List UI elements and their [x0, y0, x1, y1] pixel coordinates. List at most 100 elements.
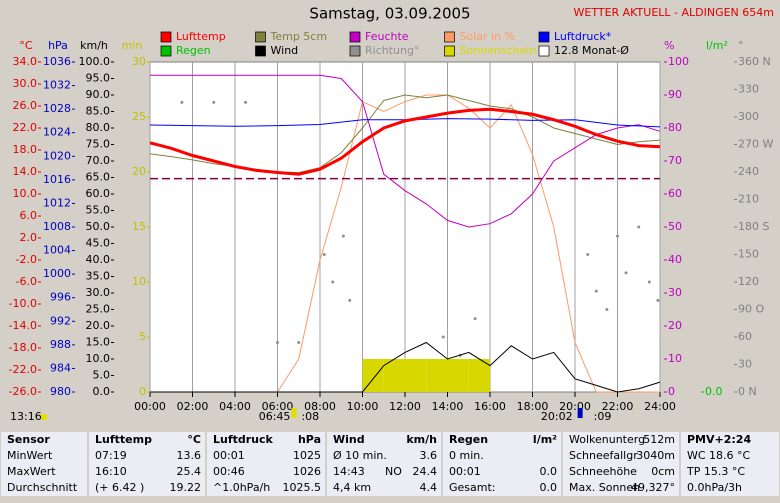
cell-text: 4,4 km: [333, 481, 372, 494]
legend-swatch: [160, 45, 172, 57]
x-tick-label: 08:00: [304, 400, 336, 413]
cell-text: ^1.0hPa/h: [213, 481, 271, 494]
series-point: [616, 234, 619, 238]
y-tick-label: 30.0: [86, 286, 111, 299]
cell-text: Lufttemp: [95, 433, 152, 446]
y-tick-label: -2.0: [16, 253, 37, 266]
legend-label: Regen: [176, 44, 211, 57]
x-tick-label: 02:00: [177, 400, 209, 413]
table-cell: WC 18.6 °C: [681, 448, 779, 464]
legend-label: Feuchte: [365, 30, 409, 43]
y-tick-label: 40: [668, 253, 682, 266]
y-tick-label: 20: [132, 165, 146, 178]
cell-text: 1026: [293, 465, 321, 478]
x-tick-label: 16:00: [474, 400, 506, 413]
y-tick-label: 70: [668, 154, 682, 167]
y-tick-label: 15.0: [86, 336, 111, 349]
y-tick-label: 22.0: [13, 121, 38, 134]
series-point: [180, 100, 184, 104]
cell-text: Luftdruck: [213, 433, 273, 446]
y-tick-label: 45.0: [86, 237, 111, 250]
cell-text: Schneehöhe: [569, 465, 637, 478]
y-tick-label: 80: [668, 121, 682, 134]
y-tick-label: -22.0: [9, 363, 37, 376]
axis-unit: °: [738, 39, 744, 52]
y-tick-label: 300: [738, 110, 759, 123]
legend-swatch: [538, 31, 550, 43]
cell-text: 49,327°: [631, 481, 675, 494]
series-bar: [426, 359, 448, 392]
series-bar: [468, 359, 490, 392]
legend-swatch: [160, 31, 172, 43]
y-tick-label: 70.0: [86, 154, 111, 167]
cell-text: 3.6: [419, 449, 438, 462]
cell-text: 13.6: [176, 449, 202, 462]
cell-text: NO: [385, 465, 402, 478]
cell-text: MaxWert: [7, 465, 56, 478]
y-tick-label: 1028: [43, 102, 71, 115]
table-cell: Wind km/h: [327, 432, 441, 448]
table-cell: 00:46 1026: [207, 464, 325, 480]
series-point: [244, 100, 248, 104]
series-point: [637, 225, 641, 229]
x-tick-label: 14:00: [432, 400, 464, 413]
y-tick-label: 0: [668, 385, 675, 398]
cell-text: 19.22: [169, 481, 202, 494]
y-tick-label: 30: [132, 55, 146, 68]
series-point: [586, 253, 590, 256]
y-tick-label: 1016: [43, 173, 71, 186]
series-point: [341, 234, 345, 238]
series-bar: [447, 359, 469, 392]
table-cell: 14:43 NO 24.4: [327, 464, 441, 480]
y-tick-label: 980: [50, 385, 71, 398]
cell-text: 0.0hPa/3h: [687, 481, 743, 494]
y-tick-label: 5.0: [93, 369, 111, 382]
series-point: [441, 335, 445, 339]
cell-text: 0.0: [539, 481, 558, 494]
cell-text: 0 min.: [449, 449, 484, 462]
legend-swatch: [255, 31, 266, 43]
cell-text: PMV+2:24: [687, 433, 752, 446]
series-bar: [405, 359, 427, 392]
x-tick-label: 18:00: [517, 400, 549, 413]
cell-text: Regen: [449, 433, 489, 446]
y-tick-label: 1004: [43, 244, 71, 257]
table-cell: Lufttemp °C: [89, 432, 205, 448]
y-tick-label: 26.0: [13, 99, 38, 112]
y-tick-label: 1020: [43, 149, 71, 162]
y-tick-label: 40.0: [86, 253, 111, 266]
y-tick-label: 30: [738, 358, 752, 371]
table-cell: Gesamt: 0.0: [443, 480, 561, 496]
series-point: [647, 280, 651, 284]
y-tick-label: -18.0: [9, 341, 37, 354]
summary-table: Sensor Lufttemp °C Luftdruck hPa Wind km/h Rege…: [0, 425, 780, 503]
y-tick-label: 65.0: [86, 171, 111, 184]
cell-text: Gesamt:: [449, 481, 496, 494]
x-tick-label: 10:00: [347, 400, 379, 413]
y-tick-label: 1008: [43, 220, 71, 233]
table-cell: Max. Sonnen 49,327°: [563, 480, 679, 496]
series-point: [473, 317, 477, 321]
y-tick-label: 75.0: [86, 138, 111, 151]
table-cell: MaxWert: [1, 464, 87, 480]
table-cell: 0.0hPa/3h: [681, 480, 779, 496]
legend-swatch: [444, 45, 455, 57]
y-tick-label: 90.0: [86, 88, 111, 101]
table-cell: (+ 6.42 ) 19.22: [89, 480, 205, 496]
cell-text: TP 15.3 °C: [687, 465, 746, 478]
y-tick-label: 996: [50, 291, 71, 304]
y-tick-label: 60: [668, 187, 682, 200]
y-tick-label: 10: [668, 352, 682, 365]
table-cell: TP 15.3 °C: [681, 464, 779, 480]
y-tick-label: 1012: [43, 196, 71, 209]
cell-text: 16:10: [95, 465, 127, 478]
axis-unit: %: [664, 39, 674, 52]
table-cell: 00:01 1025: [207, 448, 325, 464]
legend-label: Richtung°: [365, 44, 419, 57]
axis-unit: °C: [19, 39, 33, 52]
table-cell: 16:10 25.4: [89, 464, 205, 480]
y-tick-label: 90 O: [738, 303, 764, 316]
cell-text: Schneefallgr: [569, 449, 638, 462]
table-cell: Luftdruck hPa: [207, 432, 325, 448]
